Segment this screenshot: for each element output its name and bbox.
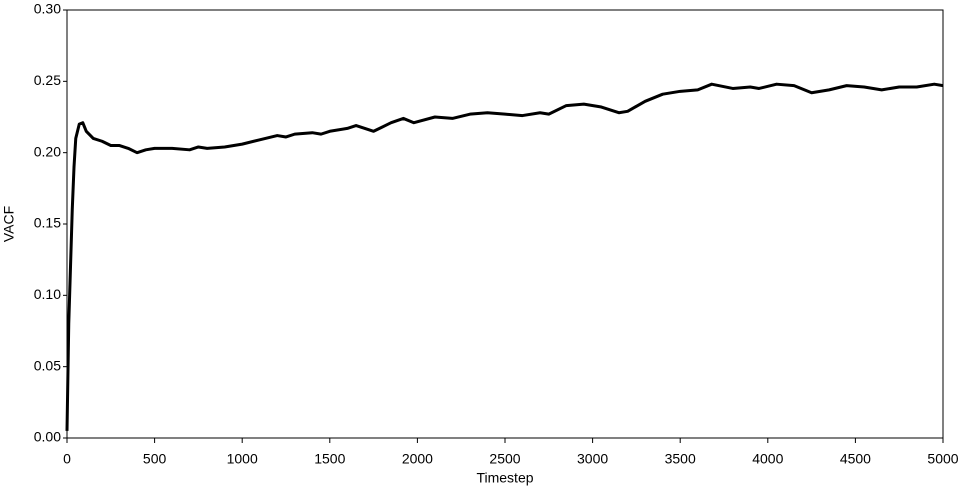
x-tick-label: 3000: [577, 451, 608, 467]
y-tick-label: 0.20: [34, 143, 61, 159]
y-axis-label: VACF: [1, 206, 17, 242]
y-tick-label: 0.15: [34, 215, 61, 231]
y-tick-label: 0.30: [34, 1, 61, 17]
x-tick-label: 5000: [927, 451, 958, 467]
data-line: [65, 82, 944, 431]
x-tick-label: 1500: [314, 451, 345, 467]
x-tick-label: 2000: [402, 451, 433, 467]
y-tick-label: 0.25: [34, 72, 61, 88]
y-tick-label: 0.10: [34, 286, 61, 302]
x-axis-label: Timestep: [476, 470, 533, 486]
x-tick-label: 2500: [489, 451, 520, 467]
x-tick-label: 0: [63, 451, 71, 467]
y-tick-label: 0.05: [34, 357, 61, 373]
x-tick-label: 4000: [752, 451, 783, 467]
x-tick-label: 4500: [840, 451, 871, 467]
x-tick-label: 500: [143, 451, 167, 467]
x-tick-label: 3500: [665, 451, 696, 467]
x-tick-label: 1000: [227, 451, 258, 467]
y-tick-label: 0.00: [34, 429, 61, 445]
plot-area: [66, 9, 944, 439]
